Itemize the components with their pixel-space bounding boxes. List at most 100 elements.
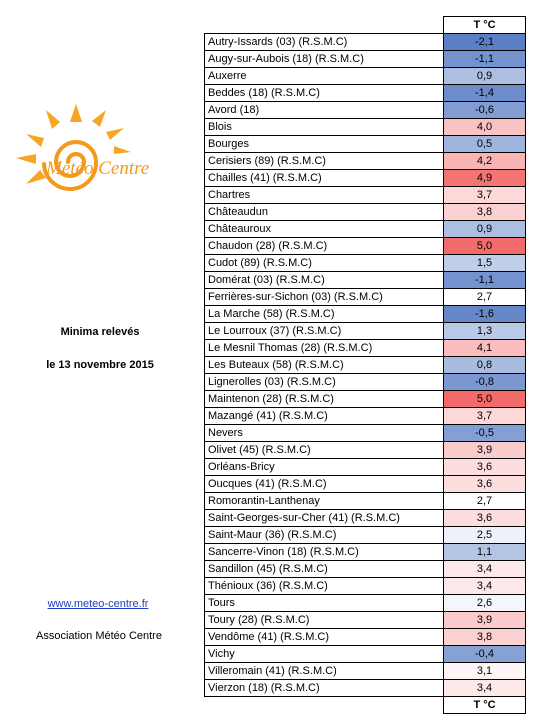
temperature-value: 3,6 [443,509,526,527]
station-name: Le Lourroux (37) (R.S.M.C) [204,322,444,340]
table-row: Orléans-Bricy 3,6 [204,458,526,476]
station-name: Châteauroux [204,220,444,238]
table-row: Tours 2,6 [204,594,526,612]
table-row: Romorantin-Lanthenay 2,7 [204,492,526,510]
station-name: Chailles (41) (R.S.M.C) [204,169,444,187]
station-name: Cerisiers (89) (R.S.M.C) [204,152,444,170]
table-row: Saint-Georges-sur-Cher (41) (R.S.M.C) 3,6 [204,509,526,527]
temperature-value: 2,6 [443,594,526,612]
table-row: Domérat (03) (R.S.M.C) -1,1 [204,271,526,289]
table-row: Vendôme (41) (R.S.M.C) 3,8 [204,628,526,646]
station-name: Avord (18) [204,101,444,119]
station-name: Vierzon (18) (R.S.M.C) [204,679,444,697]
station-name: Thénioux (36) (R.S.M.C) [204,577,444,595]
temperature-value: 3,7 [443,186,526,204]
table-row: Villeromain (41) (R.S.M.C) 3,1 [204,662,526,680]
table-row: Cerisiers (89) (R.S.M.C) 4,2 [204,152,526,170]
temperature-value: 3,6 [443,458,526,476]
station-name: Vichy [204,645,444,663]
table-row: Vichy -0,4 [204,645,526,663]
temperature-value: 3,8 [443,628,526,646]
temperature-value: -1,1 [443,50,526,68]
station-name: Toury (28) (R.S.M.C) [204,611,444,629]
station-name: Oucques (41) (R.S.M.C) [204,475,444,493]
sun-spiral-logo-icon: Météo Centre [16,104,149,191]
station-name: Ferrières-sur-Sichon (03) (R.S.M.C) [204,288,444,306]
station-name: Auxerre [204,67,444,85]
station-name: Augy-sur-Aubois (18) (R.S.M.C) [204,50,444,68]
temperature-value: 3,1 [443,662,526,680]
temperature-value: -1,4 [443,84,526,102]
station-name: Orléans-Bricy [204,458,444,476]
temperature-footer: T °C [443,696,526,714]
station-name: Olivet (45) (R.S.M.C) [204,441,444,459]
temperature-value: 1,1 [443,543,526,561]
temperature-value: 3,9 [443,441,526,459]
temperature-value: 5,0 [443,237,526,255]
temperature-table: T °C Autry-Issards (03) (R.S.M.C) -2,1 Aug… [204,16,526,714]
temperature-value: 4,9 [443,169,526,187]
station-name: Maintenon (28) (R.S.M.C) [204,390,444,408]
station-name: Chartres [204,186,444,204]
header-empty-cell [205,17,444,34]
temperature-value: -0,8 [443,373,526,391]
table-row: Sandillon (45) (R.S.M.C) 3,4 [204,560,526,578]
table-row: Vierzon (18) (R.S.M.C) 3,4 [204,679,526,697]
table-row: Le Lourroux (37) (R.S.M.C) 1,3 [204,322,526,340]
temperature-value: -0,4 [443,645,526,663]
table-row: Saint-Maur (36) (R.S.M.C) 2,5 [204,526,526,544]
station-name: Saint-Georges-sur-Cher (41) (R.S.M.C) [204,509,444,527]
station-name: Beddes (18) (R.S.M.C) [204,84,444,102]
table-row: Châteaudun 3,8 [204,203,526,221]
table-row: Chartres 3,7 [204,186,526,204]
table-row: Bourges 0,5 [204,135,526,153]
table-row: Toury (28) (R.S.M.C) 3,9 [204,611,526,629]
website-link[interactable]: www.meteo-centre.fr [47,598,149,610]
temperature-value: -1,1 [443,271,526,289]
table-row: Chailles (41) (R.S.M.C) 4,9 [204,169,526,187]
station-name: Sandillon (45) (R.S.M.C) [204,560,444,578]
temperature-value: 3,9 [443,611,526,629]
station-name: Villeromain (41) (R.S.M.C) [204,662,444,680]
meteo-centre-logo: Météo Centre [6,96,186,196]
temperature-value: 3,4 [443,679,526,697]
temperature-value: 2,7 [443,288,526,306]
table-row: Olivet (45) (R.S.M.C) 3,9 [204,441,526,459]
table-row: Oucques (41) (R.S.M.C) 3,6 [204,475,526,493]
station-name: Sancerre-Vinon (18) (R.S.M.C) [204,543,444,561]
table-row: Cudot (89) (R.S.M.C) 1,5 [204,254,526,272]
station-name: Saint-Maur (36) (R.S.M.C) [204,526,444,544]
temperature-value: 1,3 [443,322,526,340]
table-row: Auxerre 0,9 [204,67,526,85]
temperature-value: 3,7 [443,407,526,425]
station-name: Nevers [204,424,444,442]
station-name: La Marche (58) (R.S.M.C) [204,305,444,323]
station-name: Lignerolles (03) (R.S.M.C) [204,373,444,391]
table-row: Blois 4,0 [204,118,526,136]
station-name: Autry-Issards (03) (R.S.M.C) [204,33,444,51]
table-row: Thénioux (36) (R.S.M.C) 3,4 [204,577,526,595]
table-row: Le Mesnil Thomas (28) (R.S.M.C) 4,1 [204,339,526,357]
table-header-row: T °C [205,16,526,34]
temperature-value: 4,0 [443,118,526,136]
station-name: Les Buteaux (58) (R.S.M.C) [204,356,444,374]
table-row: Châteauroux 0,9 [204,220,526,238]
table-row: Autry-Issards (03) (R.S.M.C) -2,1 [204,33,526,51]
table-row: Maintenon (28) (R.S.M.C) 5,0 [204,390,526,408]
table-row: Augy-sur-Aubois (18) (R.S.M.C) -1,1 [204,50,526,68]
footer-empty-cell [205,697,444,714]
station-name: Domérat (03) (R.S.M.C) [204,271,444,289]
station-name: Romorantin-Lanthenay [204,492,444,510]
temperature-value: 0,9 [443,67,526,85]
temperature-value: 0,5 [443,135,526,153]
table-row: Sancerre-Vinon (18) (R.S.M.C) 1,1 [204,543,526,561]
association-name: Association Météo Centre [36,630,162,642]
station-name: Vendôme (41) (R.S.M.C) [204,628,444,646]
station-name: Tours [204,594,444,612]
table-row: Ferrières-sur-Sichon (03) (R.S.M.C) 2,7 [204,288,526,306]
caption-date: le 13 novembre 2015 [46,359,154,371]
temperature-header: T °C [443,16,526,34]
table-row: Nevers -0,5 [204,424,526,442]
temperature-value: 3,4 [443,577,526,595]
table-row: Avord (18) -0,6 [204,101,526,119]
